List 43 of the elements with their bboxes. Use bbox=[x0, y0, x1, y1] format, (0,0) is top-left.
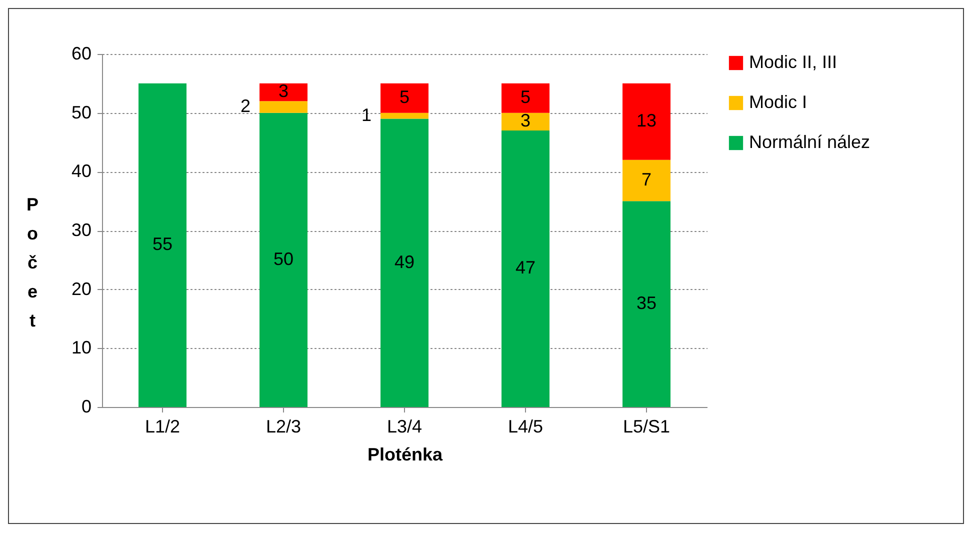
bar bbox=[380, 112, 428, 119]
data-label: 5 bbox=[520, 87, 531, 108]
bar bbox=[622, 160, 670, 202]
bar bbox=[502, 112, 550, 130]
y-tick-label: 60 bbox=[71, 44, 92, 64]
x-tick-label: L5/S1 bbox=[622, 416, 670, 436]
y-tick-label: 50 bbox=[71, 102, 92, 122]
bar bbox=[380, 118, 428, 407]
bar bbox=[260, 112, 308, 407]
data-label: 47 bbox=[515, 258, 536, 278]
legend-label: Normální nález bbox=[749, 132, 870, 152]
y-tick-label: 0 bbox=[81, 396, 92, 416]
data-label: 3 bbox=[278, 81, 289, 102]
y-axis-title: Počet bbox=[26, 194, 39, 330]
data-label: 5 bbox=[399, 87, 410, 108]
data-label: 3 bbox=[520, 110, 531, 131]
y-tick-label: 10 bbox=[71, 338, 92, 358]
bar bbox=[260, 83, 308, 102]
data-label: 1 bbox=[361, 104, 372, 125]
data-label: 35 bbox=[636, 293, 657, 314]
bar bbox=[502, 130, 550, 407]
bar bbox=[622, 201, 670, 407]
legend-label: Modic I bbox=[749, 92, 808, 112]
data-label: 2 bbox=[240, 96, 251, 116]
bar bbox=[502, 83, 550, 113]
legend-label: Modic II, III bbox=[749, 52, 838, 72]
bar bbox=[138, 83, 186, 407]
data-label: 7 bbox=[641, 169, 652, 190]
bar bbox=[260, 101, 308, 113]
x-tick-label: L4/5 bbox=[508, 416, 544, 436]
y-tick-label: 30 bbox=[71, 220, 92, 240]
x-tick-label: L1/2 bbox=[144, 416, 180, 436]
y-tick-label: 20 bbox=[71, 278, 92, 299]
bar bbox=[380, 83, 428, 113]
x-axis-title: Ploténka bbox=[367, 444, 444, 464]
bar bbox=[622, 83, 670, 160]
data-label: 13 bbox=[636, 110, 657, 131]
data-label: 50 bbox=[273, 248, 294, 269]
data-label: 49 bbox=[394, 252, 415, 272]
x-tick-label: L3/4 bbox=[386, 416, 422, 436]
data-label: 55 bbox=[152, 234, 173, 254]
x-tick-label: L2/3 bbox=[266, 416, 302, 436]
y-tick-label: 40 bbox=[71, 161, 92, 182]
